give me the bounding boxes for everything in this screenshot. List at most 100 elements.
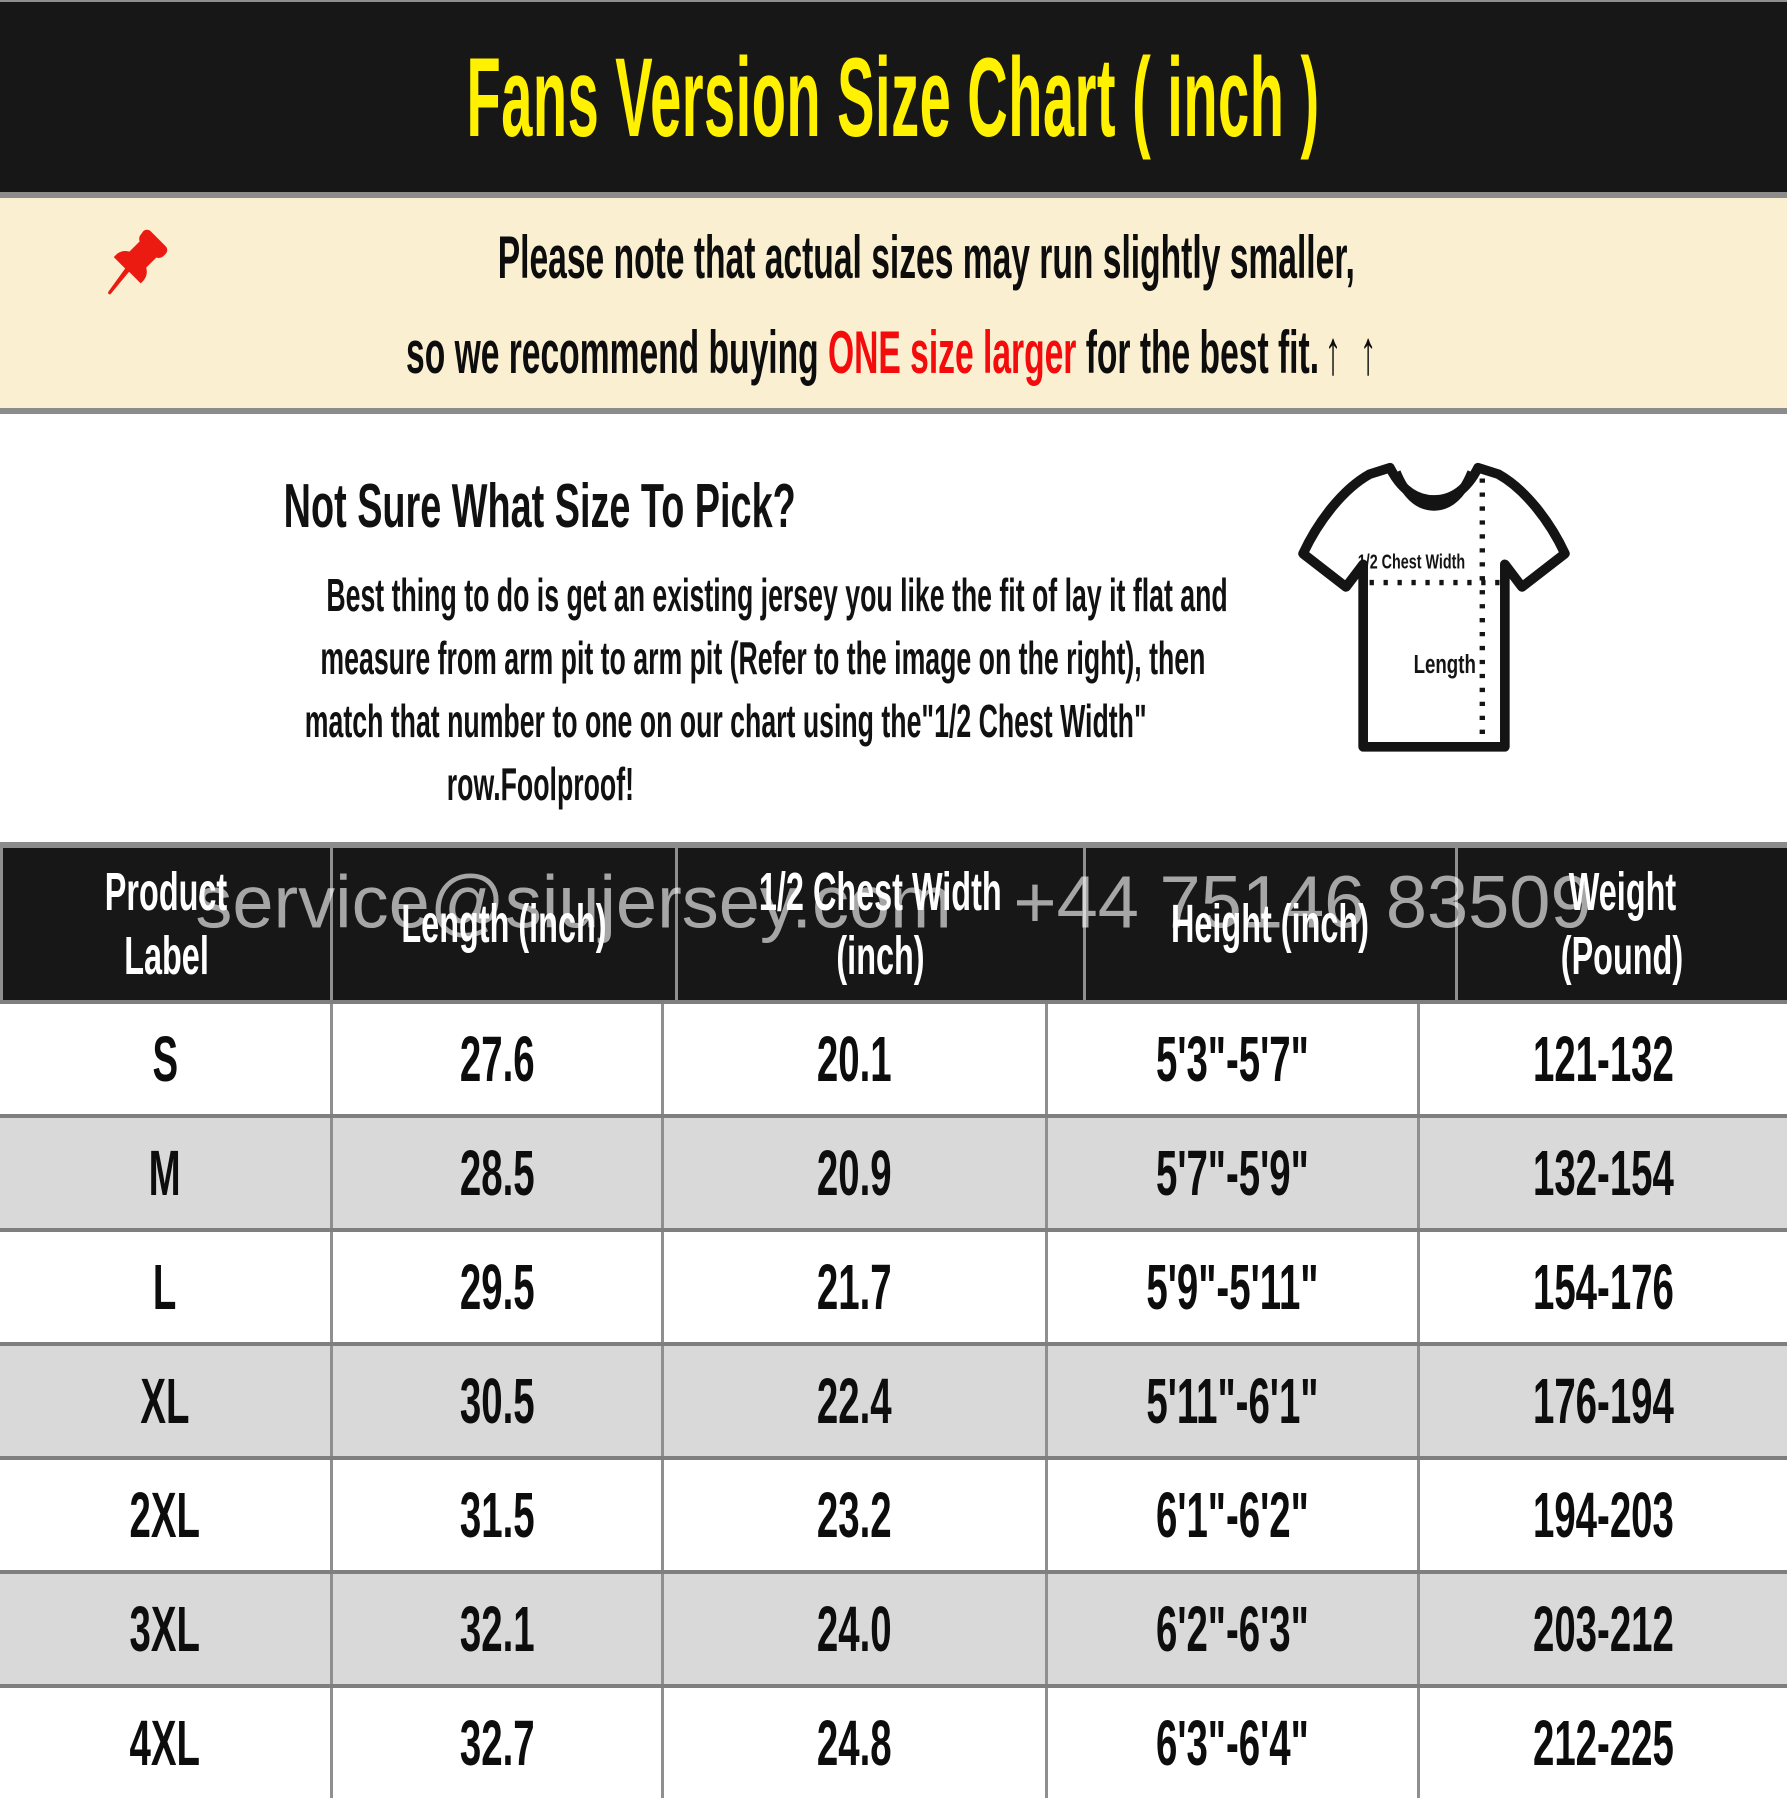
cell-value: 5'7"-5'9" xyxy=(1156,1137,1309,1209)
col-header-length: Length (inch) xyxy=(330,848,675,1000)
pushpin-icon xyxy=(108,229,168,294)
table-cell: 2XL xyxy=(0,1460,330,1570)
cell-value: 2XL xyxy=(129,1479,201,1551)
table-cell: 3XL xyxy=(0,1574,330,1684)
size-help-line: row.Foolproof! xyxy=(0,753,1080,816)
length-label: Length xyxy=(1413,651,1475,679)
cell-value: 24.0 xyxy=(817,1593,892,1665)
table-row-3xl: 3XL 32.1 24.0 6'2"-6'3" 203-212 xyxy=(0,1570,1787,1684)
table-row-s: S 27.6 20.1 5'3"-5'7" 121-132 xyxy=(0,1000,1787,1114)
cell-value: 22.4 xyxy=(817,1365,892,1437)
cell-value: 20.9 xyxy=(817,1137,892,1209)
cell-value: 121-132 xyxy=(1533,1023,1674,1095)
table-cell: M xyxy=(0,1118,330,1228)
cell-value: 5'11"-6'1" xyxy=(1146,1365,1319,1437)
cell-value: 32.1 xyxy=(459,1593,535,1665)
notice-highlight: ONE size larger xyxy=(827,318,1077,386)
cell-value: 194-203 xyxy=(1533,1479,1674,1551)
col-header-line: (Pound) xyxy=(1561,926,1684,986)
table-cell: S xyxy=(0,1004,330,1114)
table-cell: 32.7 xyxy=(330,1688,661,1798)
table-cell: 212-225 xyxy=(1417,1688,1787,1798)
table-cell: 20.1 xyxy=(661,1004,1045,1114)
cell-value: 6'2"-6'3" xyxy=(1156,1593,1309,1665)
cell-value: XL xyxy=(140,1365,190,1437)
col-header-height: Height (inch) xyxy=(1082,848,1455,1000)
title-bar: Fans Version Size Chart ( inch ) xyxy=(0,2,1787,192)
col-header-weight: Weight (Pound) xyxy=(1454,848,1787,1000)
table-cell: 154-176 xyxy=(1417,1232,1787,1342)
cell-value: 132-154 xyxy=(1533,1137,1674,1209)
table-cell: 6'3"-6'4" xyxy=(1045,1688,1417,1798)
table-cell: 5'3"-5'7" xyxy=(1045,1004,1417,1114)
table-cell: 5'11"-6'1" xyxy=(1045,1346,1417,1456)
col-header-line: Weight xyxy=(1568,862,1676,922)
table-cell: 28.5 xyxy=(330,1118,661,1228)
size-help-section: Not Sure What Size To Pick? Best thing t… xyxy=(0,414,1787,842)
col-header-line: Height (inch) xyxy=(1171,894,1369,954)
size-help-line: measure from arm pit to arm pit (Refer t… xyxy=(0,627,1205,690)
table-cell: 30.5 xyxy=(330,1346,661,1456)
tshirt-measure-icon: 1/2 Chest Width Length xyxy=(1297,462,1570,752)
notice-text-2-prefix: so we recommend buying xyxy=(405,318,828,386)
table-row-2xl: 2XL 31.5 23.2 6'1"-6'2" 194-203 xyxy=(0,1456,1787,1570)
table-cell: 29.5 xyxy=(330,1232,661,1342)
cell-value: 4XL xyxy=(129,1707,201,1779)
cell-value: 154-176 xyxy=(1533,1251,1674,1323)
notice-line-2: so we recommend buying ONE size larger f… xyxy=(23,316,1764,388)
table-cell: 23.2 xyxy=(661,1460,1045,1570)
notice-banner: Please note that actual sizes may run sl… xyxy=(0,192,1787,414)
page-title: Fans Version Size Chart ( inch ) xyxy=(466,34,1321,160)
cell-value: 21.7 xyxy=(817,1251,892,1323)
up-arrows-icon: ↑ ↑ xyxy=(1324,316,1381,388)
table-cell: 21.7 xyxy=(661,1232,1045,1342)
tshirt-diagram: 1/2 Chest Width Length xyxy=(1080,414,1787,842)
table-cell: 194-203 xyxy=(1417,1460,1787,1570)
table-cell: L xyxy=(0,1232,330,1342)
size-help-line: Best thing to do is get an existing jers… xyxy=(0,564,1227,627)
cell-value: 23.2 xyxy=(817,1479,892,1551)
table-cell: 27.6 xyxy=(330,1004,661,1114)
table-cell: 6'2"-6'3" xyxy=(1045,1574,1417,1684)
size-help-line-3: match that number to one on our chart us… xyxy=(304,695,1147,747)
col-header-line: Label xyxy=(124,926,209,986)
size-help-line-1: Best thing to do is get an existing jers… xyxy=(326,569,1228,621)
cell-value: 6'3"-6'4" xyxy=(1156,1707,1309,1779)
col-header-chest-width: 1/2 Chest Width (inch) xyxy=(674,848,1083,1000)
cell-value: 3XL xyxy=(129,1593,201,1665)
table-cell: 5'7"-5'9" xyxy=(1045,1118,1417,1228)
table-row-4xl: 4XL 32.7 24.8 6'3"-6'4" 212-225 xyxy=(0,1684,1787,1798)
cell-value: 28.5 xyxy=(459,1137,535,1209)
cell-value: M xyxy=(149,1137,181,1209)
col-header-line: Length (inch) xyxy=(401,894,607,954)
table-cell: 4XL xyxy=(0,1688,330,1798)
table-row-m: M 28.5 20.9 5'7"-5'9" 132-154 xyxy=(0,1114,1787,1228)
cell-value: 6'1"-6'2" xyxy=(1156,1479,1309,1551)
notice-text-2-suffix: for the best fit. xyxy=(1076,318,1320,386)
chest-width-label: 1/2 Chest Width xyxy=(1357,552,1464,574)
notice-text-2: so we recommend buying ONE size larger f… xyxy=(405,316,1381,388)
table-cell: 121-132 xyxy=(1417,1004,1787,1114)
cell-value: 203-212 xyxy=(1533,1593,1674,1665)
tshirt-collar xyxy=(1391,470,1476,511)
table-row-xl: XL 30.5 22.4 5'11"-6'1" 176-194 xyxy=(0,1342,1787,1456)
tshirt-outline xyxy=(1297,462,1570,752)
table-cell: 203-212 xyxy=(1417,1574,1787,1684)
table-cell: 24.8 xyxy=(661,1688,1045,1798)
size-help-line-2: measure from arm pit to arm pit (Refer t… xyxy=(320,632,1206,684)
cell-value: 32.7 xyxy=(459,1707,535,1779)
col-header-line: Product xyxy=(105,862,228,922)
cell-value: 20.1 xyxy=(817,1023,892,1095)
cell-value: 30.5 xyxy=(459,1365,535,1437)
cell-value: 176-194 xyxy=(1533,1365,1674,1437)
size-help-heading-text: Not Sure What Size To Pick? xyxy=(283,472,797,541)
table-cell: 24.0 xyxy=(661,1574,1045,1684)
cell-value: 29.5 xyxy=(459,1251,535,1323)
table-cell: 5'9"-5'11" xyxy=(1045,1232,1417,1342)
cell-value: 27.6 xyxy=(459,1023,535,1095)
cell-value: 5'3"-5'7" xyxy=(1156,1023,1309,1095)
table-header-row: service@siujersey.com +44 75146 83509 Pr… xyxy=(0,848,1787,1000)
size-help-line: match that number to one on our chart us… xyxy=(0,690,1147,753)
cell-value: 31.5 xyxy=(459,1479,535,1551)
